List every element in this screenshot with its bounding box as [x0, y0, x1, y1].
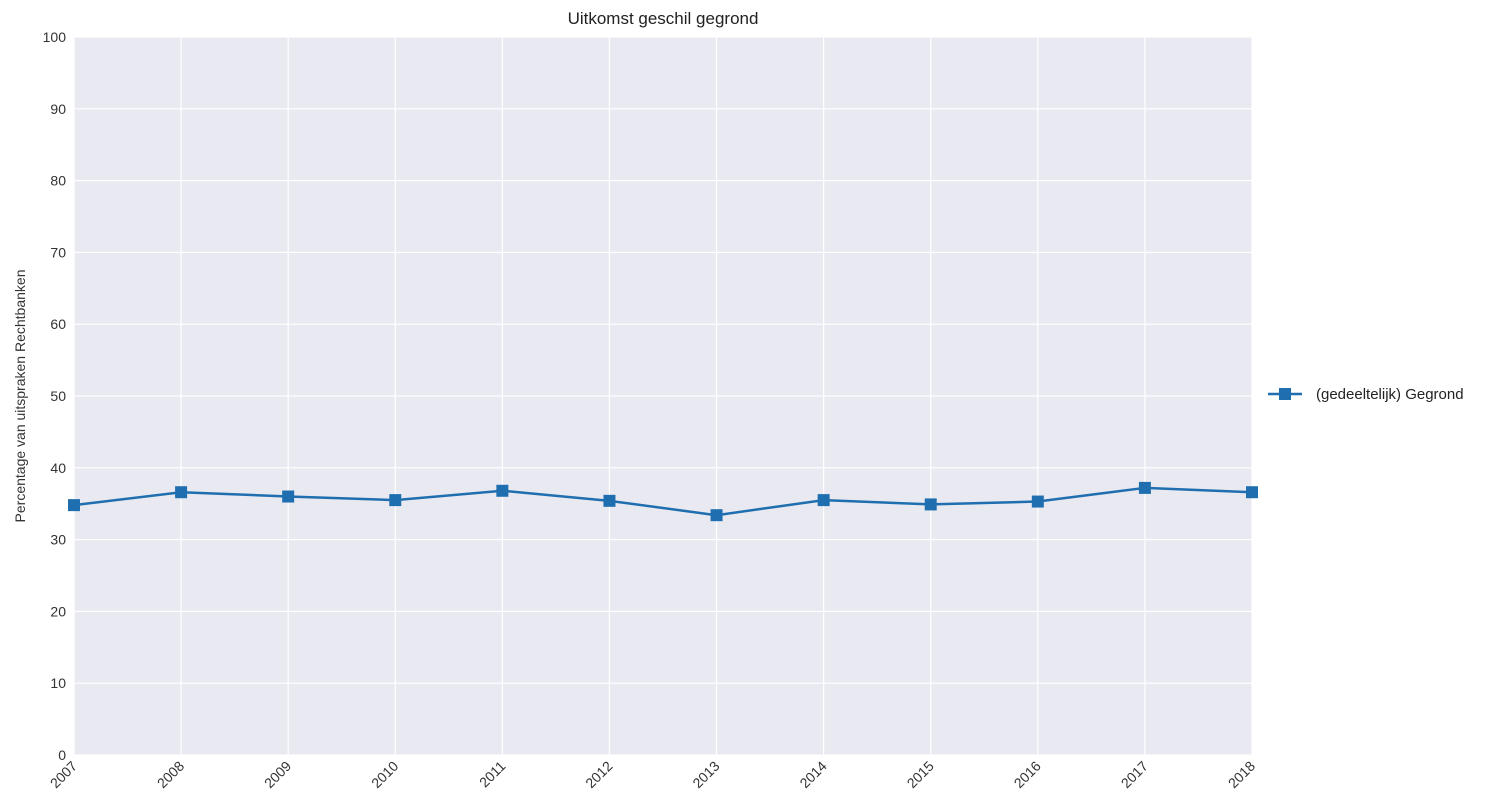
data-point — [603, 494, 616, 507]
legend-marker — [1279, 388, 1291, 400]
data-point — [1138, 481, 1151, 494]
x-tick-label: 2007 — [47, 758, 80, 791]
x-tick-label: 2016 — [1011, 758, 1044, 791]
y-axis-label: Percentage van uitspraken Rechtbanken — [12, 270, 28, 523]
y-gridlines — [74, 36, 1252, 756]
y-tick-label: 40 — [50, 460, 66, 476]
data-point — [817, 494, 830, 507]
y-tick-label: 10 — [50, 675, 66, 691]
x-tick-label: 2015 — [904, 758, 937, 791]
x-tick-label: 2011 — [476, 758, 509, 791]
data-point — [1246, 486, 1258, 499]
data-point — [924, 498, 937, 511]
y-tick-label: 90 — [50, 101, 66, 117]
x-tick-label: 2014 — [796, 758, 829, 791]
data-point — [175, 486, 188, 499]
data-point — [1031, 495, 1044, 508]
series-layer — [68, 481, 1258, 522]
x-tick-label: 2017 — [1118, 758, 1151, 791]
data-point — [710, 509, 723, 522]
x-tick-label: 2010 — [368, 758, 401, 791]
x-tick-label: 2018 — [1225, 758, 1258, 791]
legend-label: (gedeeltelijk) Gegrond — [1316, 386, 1464, 403]
y-tick-label: 30 — [50, 532, 66, 548]
y-tick-label: 0 — [58, 747, 66, 763]
y-tick-label: 20 — [50, 603, 66, 619]
data-point — [282, 490, 295, 503]
x-gridlines — [73, 37, 1253, 755]
x-tick-label: 2009 — [261, 758, 294, 791]
y-tick-label: 50 — [50, 388, 66, 404]
data-point — [389, 494, 402, 507]
y-tick-label: 100 — [43, 29, 67, 45]
data-point — [68, 499, 80, 512]
legend: (gedeeltelijk) Gegrond — [1268, 386, 1464, 403]
x-tick-label: 2008 — [154, 758, 187, 791]
x-tick-label: 2012 — [582, 758, 615, 791]
y-tick-labels: 0 10 20 30 40 50 60 70 80 90 100 — [43, 29, 67, 763]
data-point — [496, 484, 509, 497]
y-tick-label: 70 — [50, 244, 66, 260]
series-line — [73, 486, 1253, 517]
chart-title: Uitkomst geschil gegrond — [568, 9, 759, 28]
y-tick-label: 80 — [50, 173, 66, 189]
y-tick-label: 60 — [50, 316, 66, 332]
x-tick-labels: 2007 2008 2009 2010 2011 2012 2013 2014 2015 2016… — [47, 758, 1258, 791]
x-tick-label: 2013 — [689, 758, 722, 791]
